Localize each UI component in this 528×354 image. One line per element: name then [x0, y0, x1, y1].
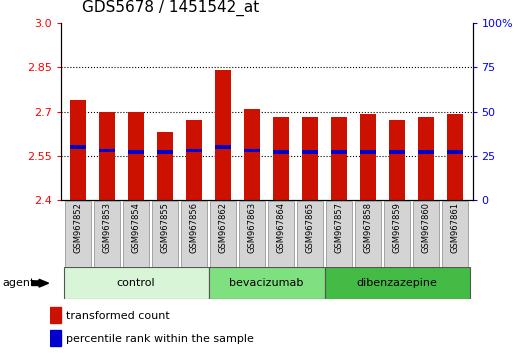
Bar — [389, 150, 405, 154]
Bar — [331, 118, 347, 200]
Text: GSM967852: GSM967852 — [73, 202, 82, 253]
Bar — [128, 112, 144, 200]
Bar — [442, 201, 468, 267]
Bar — [50, 307, 61, 324]
Text: transformed count: transformed count — [66, 310, 170, 321]
Bar — [182, 201, 207, 267]
Bar — [239, 201, 265, 267]
Bar — [124, 201, 149, 267]
Bar — [384, 201, 410, 267]
Bar — [95, 201, 120, 267]
Text: GSM967860: GSM967860 — [422, 202, 431, 253]
Bar — [360, 150, 376, 154]
Bar — [302, 118, 318, 200]
Bar — [186, 120, 202, 200]
Text: GSM967854: GSM967854 — [131, 202, 140, 253]
Bar — [70, 145, 86, 149]
Text: control: control — [117, 278, 155, 288]
Bar — [215, 70, 231, 200]
Text: dibenzazepine: dibenzazepine — [357, 278, 438, 288]
Text: GSM967863: GSM967863 — [248, 202, 257, 253]
Text: GDS5678 / 1451542_at: GDS5678 / 1451542_at — [82, 0, 259, 16]
Bar — [273, 150, 289, 154]
Text: GSM967859: GSM967859 — [393, 202, 402, 253]
Bar — [65, 201, 91, 267]
Bar — [70, 100, 86, 200]
Bar — [99, 112, 115, 200]
Bar — [273, 118, 289, 200]
Bar — [389, 120, 405, 200]
Bar — [186, 149, 202, 152]
Text: agent: agent — [3, 278, 35, 288]
Bar — [326, 201, 352, 267]
Text: GSM967865: GSM967865 — [306, 202, 315, 253]
Bar — [418, 118, 434, 200]
Bar — [215, 145, 231, 149]
Bar — [360, 114, 376, 200]
Bar — [447, 150, 463, 154]
Text: bevacizumab: bevacizumab — [230, 278, 304, 288]
Bar — [210, 201, 236, 267]
Bar — [50, 330, 61, 346]
Bar — [302, 150, 318, 154]
Bar — [63, 267, 209, 299]
Bar — [99, 149, 115, 152]
Text: percentile rank within the sample: percentile rank within the sample — [66, 333, 254, 344]
Text: GSM967864: GSM967864 — [277, 202, 286, 253]
Bar — [244, 109, 260, 200]
Bar — [355, 201, 381, 267]
Text: GSM967857: GSM967857 — [335, 202, 344, 253]
Bar — [244, 149, 260, 152]
Bar — [209, 267, 325, 299]
Bar — [418, 150, 434, 154]
Bar — [268, 201, 294, 267]
Text: GSM967861: GSM967861 — [451, 202, 460, 253]
Text: GSM967862: GSM967862 — [219, 202, 228, 253]
Text: GSM967853: GSM967853 — [102, 202, 111, 253]
Bar — [297, 201, 323, 267]
Text: GSM967856: GSM967856 — [190, 202, 199, 253]
Text: GSM967858: GSM967858 — [364, 202, 373, 253]
Bar — [153, 201, 178, 267]
Bar — [157, 132, 173, 200]
Bar — [447, 114, 463, 200]
Bar — [128, 150, 144, 154]
Bar — [325, 267, 470, 299]
Bar — [157, 150, 173, 154]
Bar — [331, 150, 347, 154]
Text: GSM967855: GSM967855 — [161, 202, 169, 253]
Bar — [413, 201, 439, 267]
